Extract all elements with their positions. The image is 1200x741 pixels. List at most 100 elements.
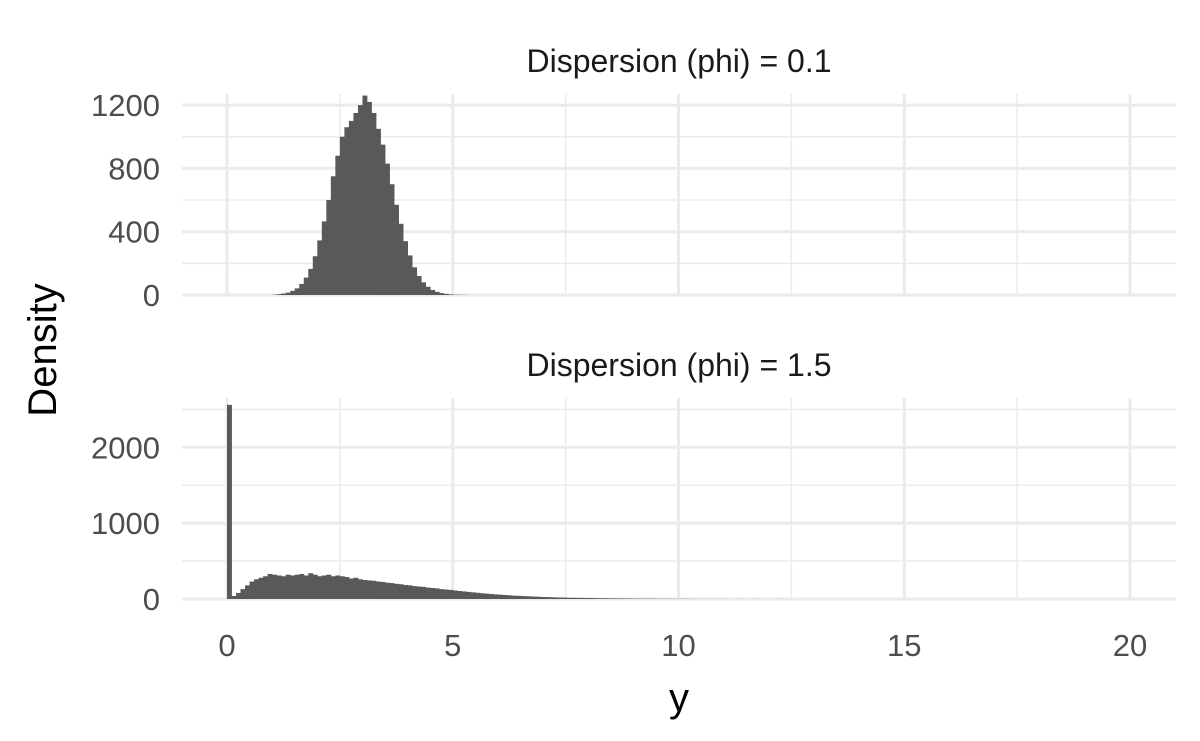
histogram-bar (439, 293, 445, 295)
histogram-bar (606, 598, 612, 599)
histogram-bar (321, 221, 327, 295)
histogram-bar (430, 289, 436, 295)
y-tick-label: 1000 (91, 506, 160, 541)
histogram-bar (448, 589, 454, 599)
y-tick-label: 400 (108, 215, 160, 250)
histogram-bar (457, 591, 463, 599)
x-tick-label: 0 (218, 628, 235, 663)
histogram-bar (497, 594, 503, 599)
histogram-bar (330, 576, 336, 599)
histogram-bar (353, 112, 359, 295)
histogram-bar (380, 581, 386, 599)
histogram-bar (290, 575, 296, 599)
histogram-bar (249, 581, 255, 599)
histogram-bar (353, 577, 359, 599)
histogram-bar (434, 588, 440, 599)
histogram-bar (434, 291, 440, 295)
histogram-bar (461, 591, 467, 599)
histogram-bar (344, 127, 350, 295)
histogram-bars (227, 404, 783, 599)
histogram-bar (366, 101, 372, 295)
histogram-bar (272, 574, 278, 599)
histogram-bar (515, 595, 521, 599)
histogram-bar (263, 576, 269, 599)
histogram-bar (552, 597, 557, 599)
histogram-bar (615, 598, 621, 599)
histogram-bar (425, 587, 431, 599)
histogram-bar (240, 589, 246, 599)
histogram-bar (308, 268, 314, 295)
histogram-bar (294, 288, 300, 295)
histogram-bar (312, 574, 318, 599)
y-tick-label: 1200 (91, 88, 160, 123)
facet-title-top: Dispersion (phi) = 0.1 (526, 43, 831, 79)
histogram-bar (416, 586, 422, 599)
histogram-bar (281, 576, 287, 599)
histogram-bar (421, 586, 427, 599)
histogram-bar (389, 583, 395, 599)
facet-top: Dispersion (phi) = 0.1 0 400 800 1200 (91, 43, 1176, 313)
histogram-bar (357, 105, 363, 296)
histogram-bar (326, 200, 332, 295)
histogram-bar (529, 596, 535, 599)
histogram-bar (443, 293, 449, 295)
histogram-bar (403, 241, 408, 295)
histogram-bar (556, 597, 562, 599)
histogram-bar (335, 575, 341, 599)
histogram-bar (502, 594, 508, 599)
histogram-bar (281, 293, 287, 295)
histogram-bar (412, 267, 418, 295)
histogram-bar (574, 597, 580, 599)
histogram-bar (317, 240, 323, 295)
histogram-bar (430, 588, 436, 599)
histogram-bar (357, 579, 363, 599)
histogram-bar (588, 598, 594, 599)
histogram-bar (448, 294, 454, 295)
histogram-bar (312, 256, 318, 295)
histogram-bar (398, 584, 404, 599)
histogram-bar (425, 286, 431, 295)
y-tick-label: 0 (143, 278, 160, 313)
histogram-bar (236, 592, 241, 599)
histogram-bar (484, 593, 490, 599)
histogram-bar (565, 597, 571, 599)
facet-bottom: Dispersion (phi) = 1.5 0 1000 2000 (91, 347, 1176, 617)
histogram-bar (362, 95, 368, 296)
histogram-bar (520, 596, 526, 599)
histogram-bar (475, 592, 481, 599)
histogram-bar (245, 585, 250, 599)
y-axis: 0 1000 2000 (91, 430, 160, 617)
histogram-bar (421, 282, 427, 295)
histogram-bar (231, 595, 237, 599)
histogram-bar (290, 290, 296, 295)
histogram-bar (385, 163, 390, 295)
histogram-bar (330, 176, 336, 295)
histogram-bar (254, 579, 260, 599)
x-axis: 0 5 10 15 20 (218, 628, 1147, 663)
histogram-bar (375, 581, 381, 599)
histogram-bar (339, 576, 345, 599)
histogram-bar (285, 574, 291, 599)
histogram-bar (547, 597, 553, 599)
histogram-bar (276, 294, 282, 295)
histogram-bar (380, 144, 386, 295)
x-axis-title: y (669, 676, 689, 720)
histogram-bar (619, 598, 625, 599)
panel-top: 0 400 800 1200 (91, 88, 1176, 313)
histogram-bar (493, 594, 499, 599)
histogram-bar (466, 591, 472, 599)
histogram-bar (412, 586, 418, 599)
histogram-bar (506, 595, 512, 599)
x-tick-label: 20 (1113, 628, 1147, 663)
histogram-bar (227, 404, 232, 599)
x-tick-label: 10 (661, 628, 695, 663)
histogram-bar (479, 593, 485, 599)
histogram-bar (385, 582, 390, 599)
histogram-bar (389, 184, 395, 295)
histogram-bar (601, 598, 607, 599)
histogram-bar (407, 255, 413, 295)
x-tick-label: 5 (444, 628, 461, 663)
grid (182, 398, 1176, 601)
histogram-bar (326, 574, 332, 599)
